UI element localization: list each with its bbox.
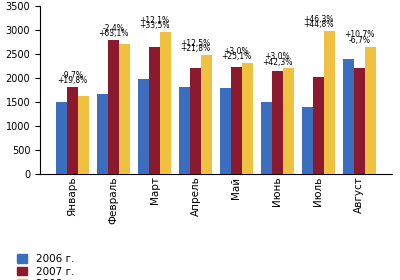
Text: -9,7%: -9,7%: [62, 71, 84, 80]
Text: +33,5%: +33,5%: [139, 21, 170, 30]
Text: +21,8%: +21,8%: [180, 44, 210, 53]
Bar: [160, 32, 171, 174]
Text: +42,3%: +42,3%: [262, 58, 293, 67]
Bar: [56, 102, 67, 174]
Bar: [242, 63, 253, 174]
Bar: [302, 107, 313, 174]
Bar: [201, 55, 212, 174]
Text: +25,1%: +25,1%: [221, 52, 252, 61]
Bar: [67, 87, 78, 174]
Text: +44,8%: +44,8%: [303, 20, 334, 29]
Bar: [78, 96, 89, 174]
Bar: [149, 47, 160, 174]
Bar: [190, 68, 201, 174]
Text: +12,1%: +12,1%: [140, 16, 170, 25]
Text: +12,5%: +12,5%: [180, 39, 211, 48]
Bar: [261, 102, 272, 174]
Bar: [365, 47, 376, 174]
Bar: [108, 40, 119, 174]
Text: +63,1%: +63,1%: [98, 29, 129, 38]
Text: +3,0%: +3,0%: [265, 52, 290, 61]
Bar: [354, 67, 365, 174]
Bar: [343, 59, 354, 174]
Text: +10,7%: +10,7%: [344, 31, 374, 39]
Bar: [179, 87, 190, 174]
Text: +46,3%: +46,3%: [303, 15, 334, 24]
Bar: [283, 69, 294, 174]
Text: -2,4%: -2,4%: [103, 24, 124, 33]
Bar: [220, 88, 231, 174]
Bar: [138, 79, 149, 174]
Y-axis label: Т: Т: [0, 86, 4, 94]
Bar: [324, 31, 335, 174]
Legend: 2006 г., 2007 г., 2008 г.: 2006 г., 2007 г., 2008 г.: [17, 254, 74, 280]
Text: -6,7%: -6,7%: [348, 36, 370, 45]
Bar: [97, 94, 108, 174]
Bar: [231, 67, 242, 174]
Bar: [119, 43, 130, 174]
Bar: [313, 77, 324, 174]
Text: +19,8%: +19,8%: [58, 76, 88, 85]
Bar: [272, 71, 283, 174]
Text: +3,0%: +3,0%: [224, 47, 249, 56]
